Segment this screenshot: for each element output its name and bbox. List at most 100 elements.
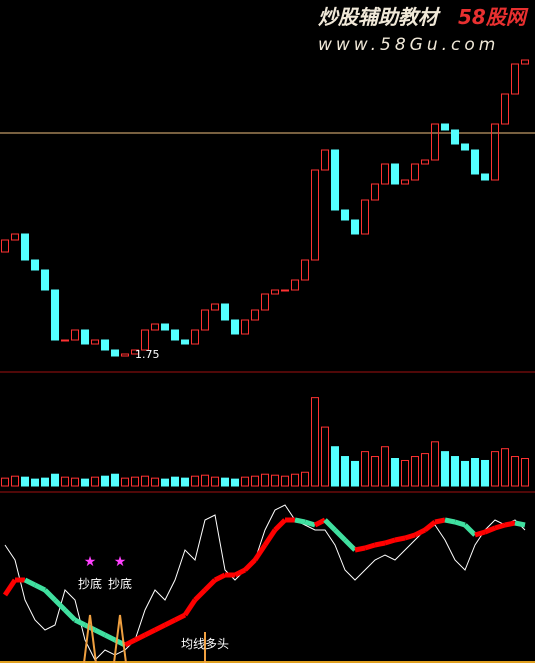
- volume-bar: [461, 460, 469, 487]
- signal-step: [203, 578, 217, 592]
- signal-step: [313, 517, 327, 528]
- candle-body: [421, 159, 429, 165]
- candle-body: [511, 63, 519, 95]
- volume-bar: [221, 477, 229, 487]
- signal-step: [103, 632, 117, 643]
- candle-body: [341, 209, 349, 221]
- signal-step: [173, 612, 187, 623]
- volume-bar: [241, 476, 249, 487]
- candle-body: [91, 339, 99, 345]
- signal-step: [374, 540, 386, 548]
- volume-bar: [421, 453, 429, 487]
- volume-bar: [341, 456, 349, 487]
- volume-bar: [491, 451, 499, 487]
- signal-step: [213, 572, 227, 583]
- volume-bar: [311, 397, 319, 487]
- candle-body: [311, 169, 319, 261]
- volume-bar: [281, 475, 289, 487]
- signal-step: [182, 598, 198, 617]
- volume-bar: [301, 471, 309, 487]
- volume-bar: [201, 474, 209, 487]
- candle-body: [461, 143, 469, 151]
- volume-bar: [81, 478, 89, 487]
- volume-bar: [191, 475, 199, 487]
- volume-bar: [121, 477, 129, 487]
- volume-bar: [351, 460, 359, 487]
- watermark-brand: 58股网: [458, 5, 529, 29]
- signal-step: [434, 517, 446, 525]
- signal-step: [504, 520, 516, 528]
- volume-bar: [431, 441, 439, 487]
- signal-step: [33, 582, 47, 593]
- volume-bar: [211, 476, 219, 487]
- volume-bar: [381, 446, 389, 487]
- candle-body: [451, 129, 459, 145]
- volume-bar: [481, 459, 489, 487]
- candle-body: [521, 59, 529, 65]
- volume-bar: [361, 451, 369, 487]
- volume-bar: [451, 456, 459, 487]
- signal-step: [73, 617, 87, 628]
- signal-step: [63, 608, 77, 622]
- signal-step: [163, 617, 177, 628]
- signal-step: [444, 517, 456, 525]
- volume-bar: [91, 476, 99, 487]
- signal-step: [404, 532, 416, 541]
- candle-body: [401, 179, 409, 185]
- candle-body: [1, 239, 9, 253]
- signal-step: [454, 519, 466, 528]
- volume-bar: [501, 448, 509, 487]
- watermark-title: 炒股辅助教材: [318, 5, 441, 29]
- signal-step: [143, 627, 157, 638]
- candle-body: [391, 163, 399, 185]
- candle-body: [181, 339, 189, 345]
- candle-body: [251, 309, 259, 321]
- signal-step: [43, 588, 57, 602]
- candle-body: [471, 149, 479, 175]
- candle-body: [241, 319, 249, 335]
- volume-bar: [51, 473, 59, 487]
- signal-step: [133, 632, 147, 643]
- candle-body: [411, 163, 419, 181]
- candle-body: [441, 123, 449, 131]
- candle-body: [11, 233, 19, 241]
- volume-bar: [161, 478, 169, 487]
- annotation: 抄底: [78, 576, 102, 591]
- low-label: 1.75: [135, 348, 160, 361]
- volume-bar: [11, 475, 19, 487]
- volume-bar: [181, 477, 189, 487]
- signal-step: [294, 517, 306, 525]
- signal-step: [53, 598, 67, 612]
- candle-body: [281, 289, 289, 292]
- candle-body: [61, 339, 69, 342]
- signal-step: [153, 622, 167, 633]
- signal-step: [233, 567, 247, 578]
- indicator-line: [4, 504, 526, 661]
- volume-bar: [331, 446, 339, 487]
- candle-body: [331, 149, 339, 211]
- signal-step: [384, 537, 396, 546]
- star: ★: [84, 554, 97, 570]
- volume-bar: [411, 456, 419, 487]
- signal-step: [514, 520, 526, 528]
- candle-body: [481, 173, 489, 181]
- volume-bar: [151, 477, 159, 487]
- signal-step: [423, 520, 437, 532]
- candle-body: [321, 149, 329, 171]
- volume-bar: [511, 456, 519, 487]
- signal-step: [2, 578, 18, 597]
- signal-step: [413, 527, 427, 538]
- volume-bar: [141, 475, 149, 487]
- signal-step: [193, 588, 207, 602]
- candle-body: [161, 323, 169, 331]
- candle-body: [501, 93, 509, 125]
- signal-step: [494, 522, 506, 531]
- candle-body: [101, 339, 109, 351]
- candle-body: [141, 329, 149, 351]
- volume-bar: [251, 475, 259, 487]
- candle-body: [21, 233, 29, 261]
- signal-step: [262, 528, 278, 547]
- signal-step: [83, 622, 97, 633]
